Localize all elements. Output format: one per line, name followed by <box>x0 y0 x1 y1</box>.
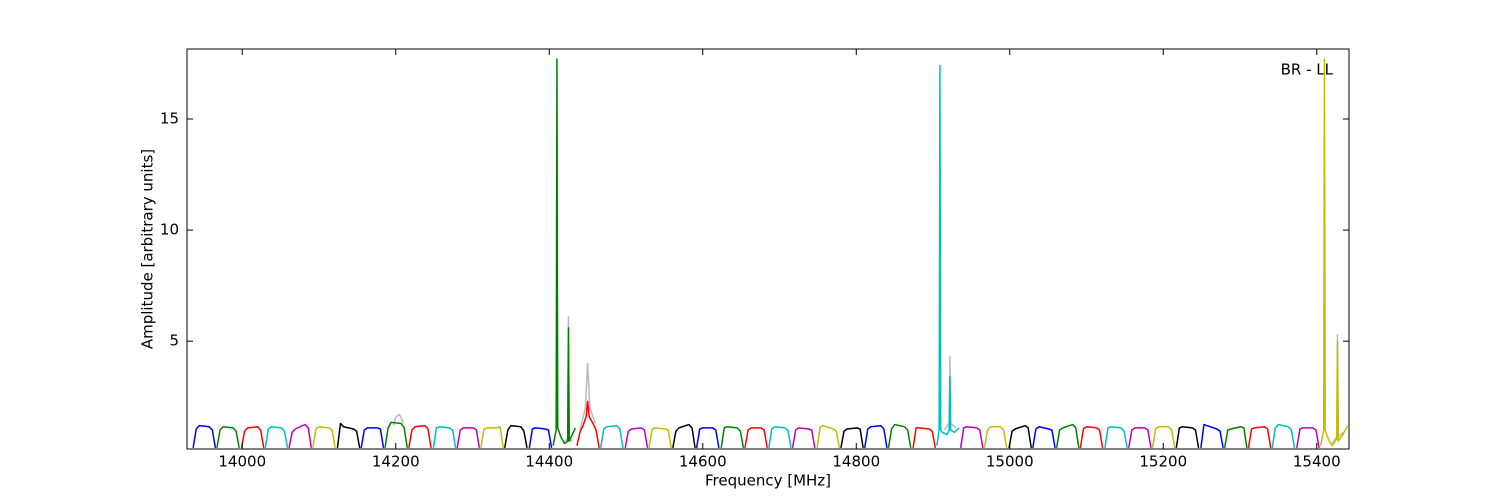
spectrum-line <box>456 427 481 449</box>
spectrum-line <box>432 426 457 449</box>
spectrum-line <box>528 427 553 449</box>
spectrum-line <box>840 427 864 449</box>
spectrum-line <box>240 426 265 449</box>
spectrum-line <box>672 423 696 449</box>
spectrum-line <box>384 421 409 449</box>
spectrum-line <box>579 362 597 431</box>
annotation: BR - LL <box>1281 61 1334 79</box>
spectrum-line <box>1200 423 1224 449</box>
y-tick-label: 5 <box>169 332 179 350</box>
x-tick-label: 14200 <box>372 453 420 471</box>
spectrum-line <box>1104 426 1128 449</box>
spectrum-line <box>720 426 745 449</box>
spectrum-line <box>1127 427 1152 449</box>
y-tick-label: 10 <box>160 221 179 239</box>
spectrum-line <box>816 424 841 449</box>
spectrum-line <box>1247 426 1272 449</box>
spectrum-line <box>360 427 385 449</box>
plot-area <box>187 49 1349 449</box>
x-tick-label: 15200 <box>1139 453 1187 471</box>
spectrum-line <box>624 427 649 449</box>
spectrum-line <box>552 58 577 446</box>
spectrum-line <box>192 424 217 449</box>
spectrum-line <box>943 356 957 431</box>
spectrum-line <box>408 424 432 449</box>
x-tick-label: 14600 <box>679 453 727 471</box>
spectrum-line <box>480 426 504 449</box>
x-tick-label: 14000 <box>218 453 266 471</box>
spectrum-line <box>863 424 888 449</box>
spectrum-line <box>1008 424 1032 449</box>
spectrum-line <box>288 423 313 449</box>
spectrum-line <box>1319 58 1349 447</box>
y-tick-label: 15 <box>160 110 179 128</box>
spectrum-line <box>936 64 960 446</box>
spectrum-line <box>1331 333 1344 444</box>
spectrum-line <box>912 427 937 449</box>
spectrum-line <box>695 427 720 449</box>
spectrum-line <box>392 413 405 426</box>
spectrum-line <box>336 422 361 449</box>
spectrum-line <box>1055 423 1080 449</box>
x-axis-label: Frequency [MHz] <box>705 472 831 490</box>
spectrum-line <box>1175 426 1200 449</box>
spectrum-line <box>576 400 600 449</box>
spectrum-line <box>216 426 240 449</box>
axes-frame <box>186 48 1350 450</box>
x-tick-label: 14400 <box>525 453 573 471</box>
x-tick-label: 15000 <box>986 453 1034 471</box>
spectrum-line <box>648 427 673 449</box>
spectrum-line <box>1296 427 1320 449</box>
y-axis-label: Amplitude [arbitrary units] <box>139 149 157 349</box>
spectrum-line <box>1223 426 1248 449</box>
x-tick-label: 14800 <box>832 453 880 471</box>
spectrum-line <box>1032 426 1056 449</box>
spectrum-line <box>264 426 289 449</box>
spectrum-line <box>1079 426 1104 449</box>
spectrum-line <box>1271 423 1296 449</box>
spectrum-line <box>791 427 816 449</box>
spectrum-line <box>887 423 912 449</box>
spectrum-line <box>504 424 528 449</box>
spectrum-line <box>959 426 984 449</box>
spectrum-line <box>312 426 336 449</box>
spectrum-line <box>768 426 792 449</box>
spectrum-line <box>744 427 768 449</box>
spectrum-line <box>983 426 1008 449</box>
spectrum-line <box>599 424 624 449</box>
spectrum-line <box>1151 426 1176 449</box>
x-tick-label: 15400 <box>1293 453 1341 471</box>
